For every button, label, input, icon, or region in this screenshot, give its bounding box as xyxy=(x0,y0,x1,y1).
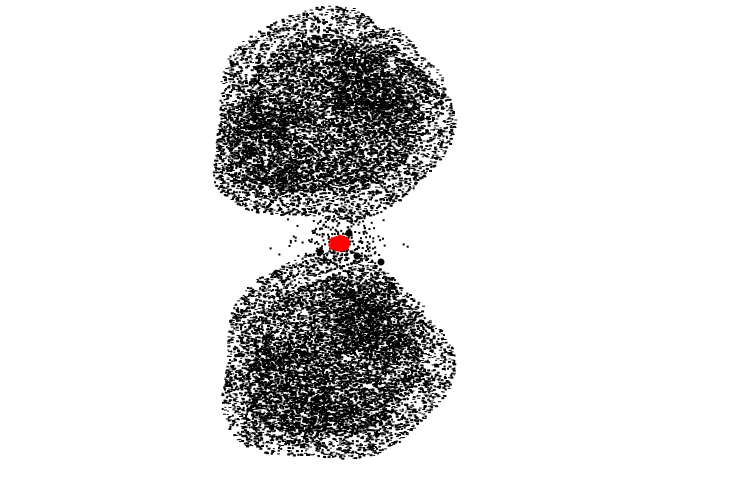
lower-cluster xyxy=(221,249,457,460)
neck-particles xyxy=(269,217,409,266)
red-bridge-cluster xyxy=(328,235,351,252)
upper-cluster xyxy=(212,5,458,220)
